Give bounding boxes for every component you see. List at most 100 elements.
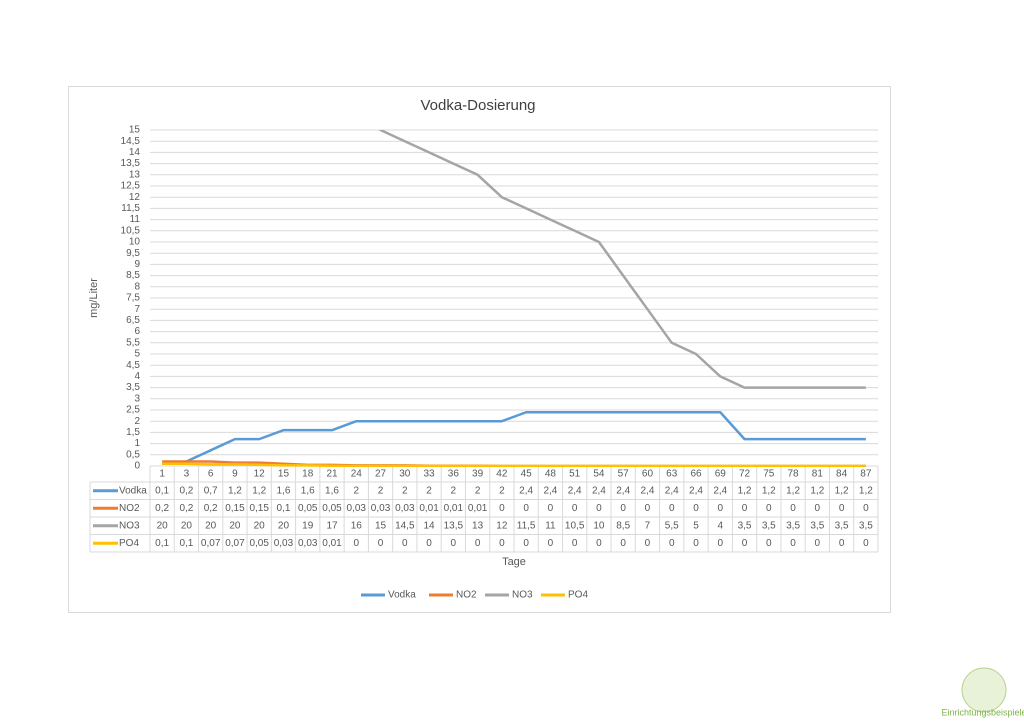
table-cell: 3,5 <box>810 520 824 531</box>
table-cell: 0 <box>693 503 699 514</box>
x-tick-label: 84 <box>836 469 848 480</box>
table-cell: 0 <box>426 538 432 549</box>
table-cell: 0,03 <box>395 503 415 514</box>
table-cell: 0 <box>499 538 505 549</box>
table-cell: 13,5 <box>444 520 464 531</box>
series-line <box>378 130 866 389</box>
table-cell: 20 <box>157 520 169 531</box>
x-tick-label: 48 <box>545 469 557 480</box>
table-cell: 0 <box>766 503 772 514</box>
table-cell: 0 <box>548 538 554 549</box>
table-cell: 0,1 <box>155 538 169 549</box>
legend-label: NO3 <box>512 590 533 601</box>
y-tick-label: 0 <box>134 461 140 472</box>
table-cell: 17 <box>326 520 338 531</box>
y-tick-label: 4 <box>134 371 140 382</box>
table-cell: 4 <box>717 520 723 531</box>
table-cell: 0 <box>645 503 651 514</box>
table-cell: 0 <box>839 503 845 514</box>
table-row-label: NO2 <box>119 503 140 514</box>
table-cell: 0 <box>402 538 408 549</box>
y-tick-label: 1 <box>134 438 140 449</box>
table-cell: 0 <box>693 538 699 549</box>
table-cell: 0,2 <box>155 503 169 514</box>
table-cell: 0,07 <box>201 538 221 549</box>
table-cell: 2 <box>378 485 384 496</box>
x-tick-label: 75 <box>763 469 775 480</box>
chart-title: Vodka-Dosierung <box>420 97 535 114</box>
table-cell: 1,2 <box>786 485 800 496</box>
y-tick-label: 6 <box>134 326 140 337</box>
y-tick-label: 9 <box>134 259 140 270</box>
x-tick-label: 30 <box>399 469 411 480</box>
table-cell: 0,2 <box>179 503 193 514</box>
table-cell: 3,5 <box>835 520 849 531</box>
table-cell: 0 <box>766 538 772 549</box>
table-cell: 0,05 <box>298 503 318 514</box>
x-tick-label: 69 <box>715 469 727 480</box>
y-tick-label: 0,5 <box>126 449 140 460</box>
x-tick-label: 39 <box>472 469 484 480</box>
table-cell: 2,4 <box>616 485 630 496</box>
table-cell: 2,4 <box>641 485 655 496</box>
x-tick-label: 9 <box>232 469 238 480</box>
y-tick-label: 1,5 <box>126 427 140 438</box>
table-cell: 2,4 <box>543 485 557 496</box>
y-tick-label: 12 <box>129 192 141 203</box>
table-cell: 20 <box>254 520 266 531</box>
y-tick-label: 3 <box>134 393 140 404</box>
y-tick-label: 11,5 <box>121 203 140 214</box>
table-cell: 0 <box>523 503 529 514</box>
x-tick-label: 6 <box>208 469 214 480</box>
table-cell: 2,4 <box>568 485 582 496</box>
table-cell: 0 <box>815 538 821 549</box>
table-cell: 0 <box>499 503 505 514</box>
table-cell: 0 <box>645 538 651 549</box>
table-cell: 0 <box>353 538 359 549</box>
table-cell: 1,2 <box>835 485 849 496</box>
table-cell: 2,4 <box>665 485 679 496</box>
table-cell: 0 <box>839 538 845 549</box>
table-cell: 0 <box>620 503 626 514</box>
y-tick-label: 2,5 <box>126 405 140 416</box>
x-tick-label: 33 <box>424 469 436 480</box>
table-cell: 2,4 <box>592 485 606 496</box>
table-cell: 0 <box>717 503 723 514</box>
y-tick-label: 8,5 <box>126 270 140 281</box>
table-cell: 0,05 <box>249 538 269 549</box>
table-row-label: Vodka <box>119 485 147 496</box>
table-cell: 0,1 <box>155 485 169 496</box>
table-cell: 0,03 <box>274 538 294 549</box>
x-tick-label: 60 <box>642 469 654 480</box>
table-cell: 0 <box>451 538 457 549</box>
x-axis-title: Tage <box>502 556 526 568</box>
table-cell: 0,1 <box>179 538 193 549</box>
y-tick-label: 7 <box>134 304 140 315</box>
y-tick-label: 5,5 <box>126 337 140 348</box>
x-tick-label: 66 <box>690 469 702 480</box>
table-cell: 3,5 <box>786 520 800 531</box>
x-tick-label: 24 <box>351 469 363 480</box>
y-tick-label: 14 <box>129 147 141 158</box>
table-cell: 0,2 <box>179 485 193 496</box>
table-cell: 8,5 <box>616 520 630 531</box>
y-tick-label: 2 <box>134 416 140 427</box>
table-cell: 1,2 <box>228 485 242 496</box>
x-tick-label: 72 <box>739 469 751 480</box>
table-cell: 13 <box>472 520 484 531</box>
table-cell: 2 <box>451 485 457 496</box>
table-cell: 0,05 <box>322 503 342 514</box>
table-cell: 1,2 <box>859 485 873 496</box>
table-row-label: PO4 <box>119 538 139 549</box>
table-cell: 0 <box>596 538 602 549</box>
table-cell: 0,03 <box>298 538 318 549</box>
x-tick-label: 63 <box>666 469 678 480</box>
chart-frame <box>68 86 891 613</box>
y-tick-label: 14,5 <box>121 136 141 147</box>
table-cell: 2 <box>402 485 408 496</box>
table-cell: 3,5 <box>738 520 752 531</box>
table-cell: 0,15 <box>225 503 245 514</box>
table-cell: 0 <box>863 538 869 549</box>
series-line <box>162 410 866 466</box>
